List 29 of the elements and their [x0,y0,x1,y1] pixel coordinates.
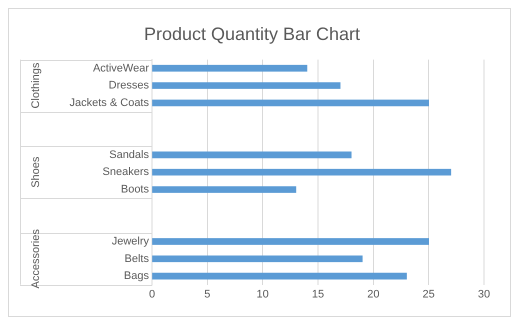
chart-title: Product Quantity Bar Chart [144,24,360,44]
bar [152,168,452,176]
y-tick-label: Jackets & Coats [70,96,150,109]
y-tick-label: Sneakers [102,166,150,178]
x-tick-label: 25 [422,288,435,300]
y-tick-label: Jewelry [112,236,150,248]
x-tick-label: 0 [148,288,156,300]
bar [152,186,296,193]
y-tick-label: Bags [124,270,150,282]
bar [152,64,308,72]
x-tick-label: 5 [204,288,210,300]
x-tick-label: 15 [312,288,324,300]
x-tick-label: 10 [256,288,269,300]
x-tick-label: 30 [478,288,490,300]
bar [152,272,407,280]
y-tick-label: Dresses [108,80,150,92]
y-tick-label: Belts [124,252,150,265]
bar [152,100,429,106]
bar [152,255,363,262]
y-tick-label: Sandals [109,148,150,161]
x-tick-label: 20 [367,288,380,300]
bar [152,82,340,89]
text: Accessories [30,228,42,288]
text: Shoes [30,156,42,188]
y-tick-label: Boots [120,184,150,196]
bar [152,238,429,245]
y-tick-label: ActiveWear [92,62,150,74]
bar [152,152,352,158]
text: Clothings [30,62,42,109]
